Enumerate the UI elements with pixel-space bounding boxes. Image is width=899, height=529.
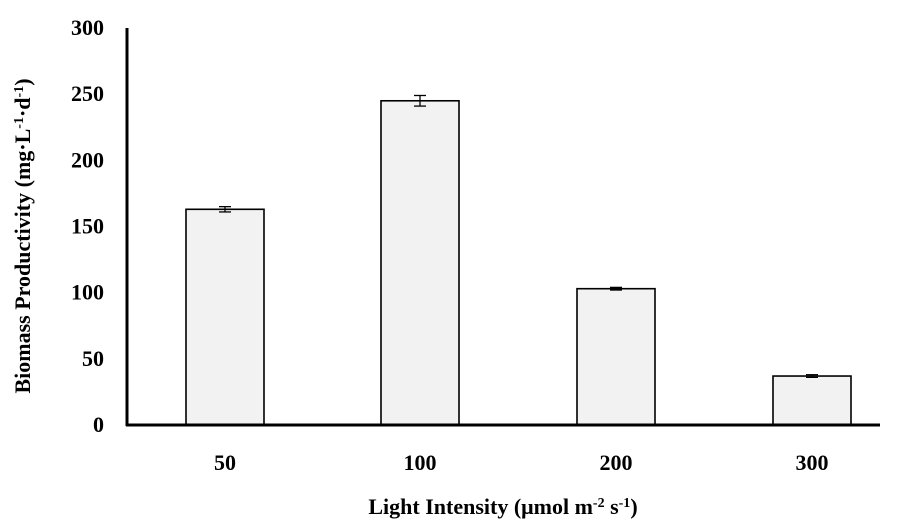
error-bar — [219, 205, 231, 213]
y-axis-title-main: Biomass Productivity (mg·L — [10, 129, 35, 394]
x-tick-label: 200 — [600, 450, 633, 475]
bar — [576, 287, 656, 426]
x-axis-title-end: ) — [630, 494, 637, 519]
bar — [185, 208, 265, 426]
x-axis-title-mid: s — [605, 494, 620, 519]
y-axis-title: Biomass Productivity (mg·L-1·d-1) — [10, 78, 35, 393]
y-axis-title-sup1: -1 — [12, 117, 27, 129]
error-bar — [414, 94, 426, 107]
x-tick-labels: 50 100 200 300 — [214, 450, 829, 475]
y-tick-label: 200 — [71, 147, 104, 172]
bars — [185, 99, 852, 426]
y-axis-title-mid: ·d — [10, 97, 35, 117]
error-bars — [219, 94, 818, 379]
x-tick-label: 100 — [404, 450, 437, 475]
y-tick-label: 150 — [71, 214, 104, 239]
y-tick-label: 0 — [93, 412, 104, 437]
x-tick-label: 50 — [214, 450, 236, 475]
y-tick-label: 50 — [82, 346, 104, 371]
x-axis-title-main: Light Intensity (μmol m — [368, 494, 593, 519]
bar — [380, 99, 460, 426]
error-bar — [806, 374, 818, 379]
x-axis-title: Light Intensity (μmol m-2 s-1) — [368, 494, 637, 519]
error-bar — [610, 286, 622, 291]
y-tick-label: 250 — [71, 81, 104, 106]
y-axis-title-end: ) — [10, 78, 35, 85]
x-axis-title-sup1: -2 — [593, 496, 605, 511]
y-axis-title-sup2: -1 — [12, 86, 27, 98]
bar — [772, 375, 852, 426]
y-tick-labels: 0 50 100 150 200 250 300 — [71, 15, 104, 437]
x-axis-title-sup2: -1 — [619, 496, 631, 511]
x-tick-label: 300 — [796, 450, 829, 475]
y-tick-label: 300 — [71, 15, 104, 40]
y-tick-label: 100 — [71, 280, 104, 305]
